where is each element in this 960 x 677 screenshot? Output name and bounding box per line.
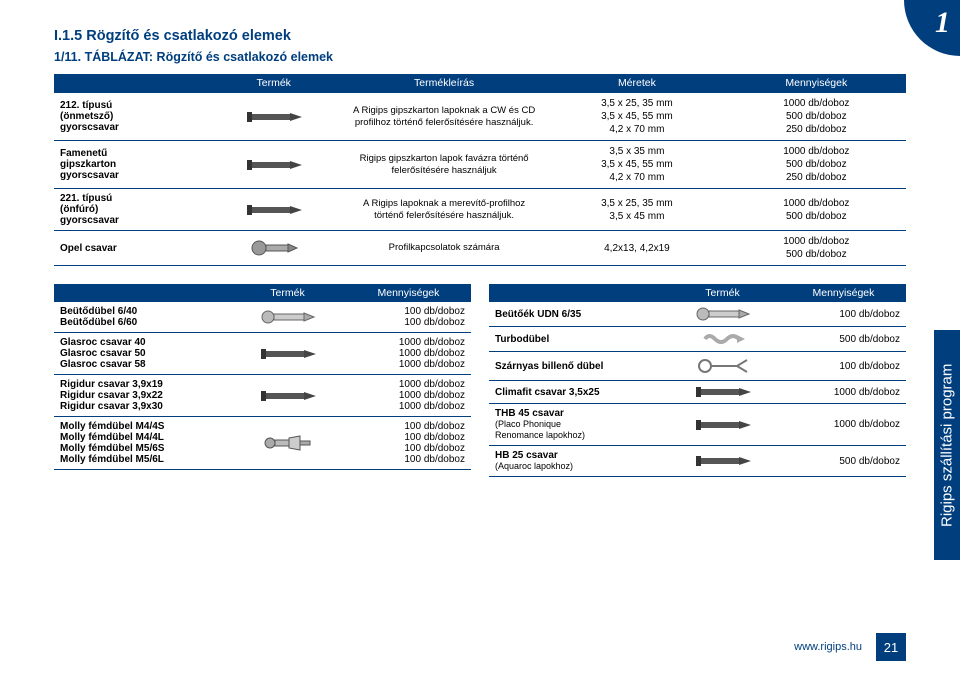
row-name: HB 25 csavar(Aquaroc lapokhoz) [489,446,664,477]
side-tab: Rigips szállítási program [934,330,960,560]
right-sub-table: Termék Mennyiségek Beütőék UDN 6/35 100 d… [489,284,906,477]
left-row: Molly fémdübel M4/4SMolly fémdübel M4/4L… [54,417,471,470]
main-table: Termék Termékleírás Méretek Mennyiségek … [54,74,906,266]
l-col-blank [54,284,229,302]
row-qty: 1000 db/doboz500 db/doboz250 db/doboz [727,141,906,189]
row-name: Beütőék UDN 6/35 [489,302,664,327]
footer: www.rigips.hu 21 [794,633,906,661]
col-termek: Termék [206,74,341,93]
col-termekleiras: Termékleírás [341,74,547,93]
footer-url: www.rigips.hu [794,641,862,653]
row-qty: 100 db/doboz100 db/doboz [346,302,471,333]
row-qty: 1000 db/doboz500 db/doboz [727,231,906,266]
row-qty: 1000 db/doboz [781,404,906,446]
right-row: Turbodübel 500 db/doboz [489,327,906,352]
row-qty: 100 db/doboz100 db/doboz100 db/doboz100 … [346,417,471,470]
right-row: Szárnyas billenő dübel 100 db/doboz [489,352,906,381]
left-row: Rigidur csavar 3,9x19Rigidur csavar 3,9x… [54,375,471,417]
row-image [229,302,346,333]
row-qty: 1000 db/doboz1000 db/doboz1000 db/doboz [346,333,471,375]
row-desc: Rigips gipszkarton lapok favázra történő… [341,141,547,189]
row-name: 221. típusú(önfúró)gyorscsavar [54,189,206,231]
row-qty: 500 db/doboz [781,446,906,477]
row-name: Molly fémdübel M4/4SMolly fémdübel M4/4L… [54,417,229,470]
row-name: THB 45 csavar(Placo PhoniqueRenomance la… [489,404,664,446]
row-name: Szárnyas billenő dübel [489,352,664,381]
row-qty: 100 db/doboz [781,352,906,381]
row-name: Climafit csavar 3,5x25 [489,381,664,404]
left-row: Glasroc csavar 40Glasroc csavar 50Glasro… [54,333,471,375]
col-meretek: Méretek [547,74,726,93]
row-image [664,404,781,446]
row-sizes: 4,2x13, 4,2x19 [547,231,726,266]
right-row: THB 45 csavar(Placo PhoniqueRenomance la… [489,404,906,446]
row-name: 212. típusú(önmetsző)gyorscsavar [54,93,206,141]
row-image [229,375,346,417]
section-title: I.1.5 Rögzítő és csatlakozó elemek [54,28,906,44]
left-row: Beütődübel 6/40Beütődübel 6/60 100 db/dob… [54,302,471,333]
row-image [664,327,781,352]
row-name: Turbodübel [489,327,664,352]
main-row: Opel csavar Profilkapcsolatok számára4,2x… [54,231,906,266]
right-row: Climafit csavar 3,5x25 1000 db/doboz [489,381,906,404]
lower-tables: Termék Mennyiségek Beütődübel 6/40Beütőd… [54,284,906,477]
left-sub-table: Termék Mennyiségek Beütődübel 6/40Beütőd… [54,284,471,470]
right-row: Beütőék UDN 6/35 100 db/doboz [489,302,906,327]
col-blank [54,74,206,93]
row-sizes: 3,5 x 35 mm3,5 x 45, 55 mm4,2 x 70 mm [547,141,726,189]
l-col-qty: Mennyiségek [346,284,471,302]
row-image [206,189,341,231]
row-qty: 1000 db/doboz500 db/doboz [727,189,906,231]
row-qty: 1000 db/doboz [781,381,906,404]
row-image [206,231,341,266]
row-desc: A Rigips lapoknak a merevítő-profilhoz t… [341,189,547,231]
r-col-termek: Termék [664,284,781,302]
col-mennyisegek: Mennyiségek [727,74,906,93]
row-image [229,417,346,470]
row-sizes: 3,5 x 25, 35 mm3,5 x 45 mm [547,189,726,231]
row-image [664,302,781,327]
row-desc: Profilkapcsolatok számára [341,231,547,266]
row-image [206,141,341,189]
row-qty: 1000 db/doboz500 db/doboz250 db/doboz [727,93,906,141]
r-col-blank [489,284,664,302]
main-row: 221. típusú(önfúró)gyorscsavar A Rigips l… [54,189,906,231]
row-image [664,446,781,477]
page-number: 21 [876,633,906,661]
row-sizes: 3,5 x 25, 35 mm3,5 x 45, 55 mm4,2 x 70 m… [547,93,726,141]
row-image [664,381,781,404]
row-qty: 1000 db/doboz1000 db/doboz1000 db/doboz [346,375,471,417]
r-col-qty: Mennyiségek [781,284,906,302]
table-title: 1/11. TÁBLÁZAT: Rögzítő és csatlakozó el… [54,50,906,64]
main-row: Famenetűgipszkartongyorscsavar Rigips gip… [54,141,906,189]
row-name: Rigidur csavar 3,9x19Rigidur csavar 3,9x… [54,375,229,417]
row-desc: A Rigips gipszkarton lapoknak a CW és CD… [341,93,547,141]
row-image [229,333,346,375]
page-content: I.1.5 Rögzítő és csatlakozó elemek 1/11.… [0,0,960,477]
row-name: Famenetűgipszkartongyorscsavar [54,141,206,189]
row-name: Opel csavar [54,231,206,266]
right-row: HB 25 csavar(Aquaroc lapokhoz) 500 db/dob… [489,446,906,477]
row-qty: 100 db/doboz [781,302,906,327]
row-image [664,352,781,381]
main-row: 212. típusú(önmetsző)gyorscsavar A Rigips… [54,93,906,141]
row-name: Glasroc csavar 40Glasroc csavar 50Glasro… [54,333,229,375]
row-image [206,93,341,141]
l-col-termek: Termék [229,284,346,302]
row-name: Beütődübel 6/40Beütődübel 6/60 [54,302,229,333]
row-qty: 500 db/doboz [781,327,906,352]
